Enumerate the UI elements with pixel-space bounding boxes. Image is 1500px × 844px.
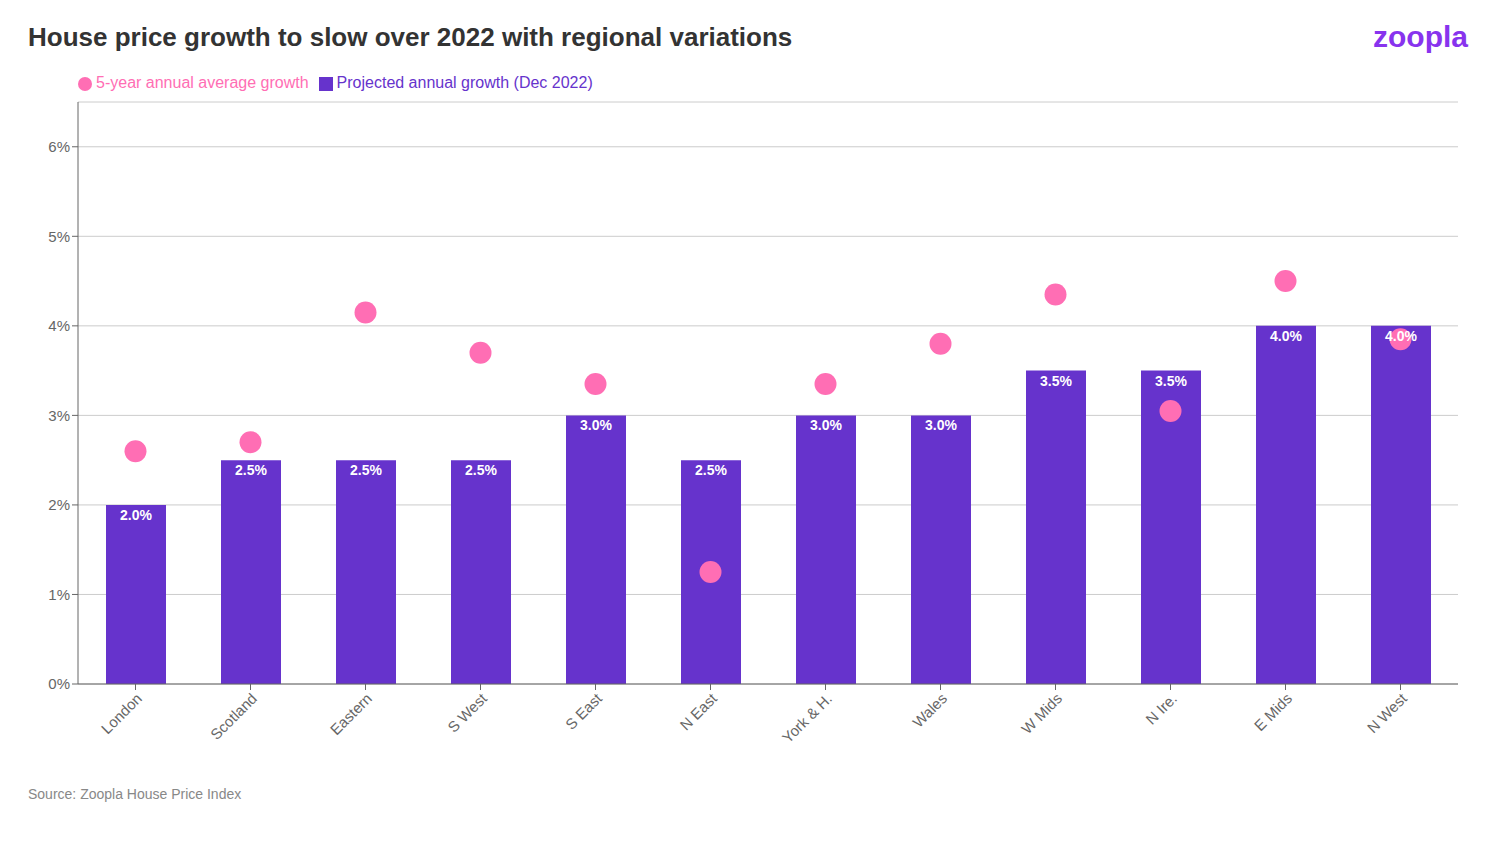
svg-text:S West: S West xyxy=(444,689,491,736)
svg-text:S East: S East xyxy=(562,689,606,733)
svg-text:York & H.: York & H. xyxy=(779,690,835,746)
svg-text:5%: 5% xyxy=(48,228,70,245)
svg-text:Eastern: Eastern xyxy=(327,690,376,739)
svg-text:Scotland: Scotland xyxy=(207,690,260,743)
svg-text:2.5%: 2.5% xyxy=(695,462,727,478)
svg-text:2.0%: 2.0% xyxy=(120,507,152,523)
svg-text:3.5%: 3.5% xyxy=(1155,373,1187,389)
svg-text:2.5%: 2.5% xyxy=(465,462,497,478)
html-text:Source: Zoopla House Price Ind: Source: Zoopla House Price Index xyxy=(28,786,242,802)
svg-text:3%: 3% xyxy=(48,407,70,424)
html-text:House price growth to slow ove: House price growth to slow over 2022 wit… xyxy=(28,21,793,52)
svg-text:6%: 6% xyxy=(48,138,70,155)
svg-text:4.0%: 4.0% xyxy=(1270,328,1302,344)
svg-text:3.0%: 3.0% xyxy=(810,417,842,433)
svg-text:W Mids: W Mids xyxy=(1018,690,1065,737)
svg-text:2%: 2% xyxy=(48,496,70,513)
svg-text:London: London xyxy=(98,690,145,737)
svg-text:0%: 0% xyxy=(48,675,70,692)
svg-text:3.0%: 3.0% xyxy=(925,417,957,433)
svg-text:Wales: Wales xyxy=(909,690,950,731)
svg-text:N West: N West xyxy=(1364,689,1411,736)
svg-text:E Mids: E Mids xyxy=(1251,690,1295,734)
svg-text:4.0%: 4.0% xyxy=(1385,328,1417,344)
svg-text:4%: 4% xyxy=(48,317,70,334)
html-text:5-year annual average growth: 5-year annual average growth xyxy=(96,74,309,91)
svg-text:2.5%: 2.5% xyxy=(350,462,382,478)
svg-text:1%: 1% xyxy=(48,586,70,603)
html-text:zoopla: zoopla xyxy=(1373,20,1468,53)
html-text:Projected annual growth (Dec 2: Projected annual growth (Dec 2022) xyxy=(336,74,593,91)
svg-text:N East: N East xyxy=(676,689,720,733)
svg-text:2.5%: 2.5% xyxy=(235,462,267,478)
svg-text:N Ire.: N Ire. xyxy=(1142,690,1180,728)
svg-text:3.0%: 3.0% xyxy=(580,417,612,433)
svg-text:3.5%: 3.5% xyxy=(1040,373,1072,389)
